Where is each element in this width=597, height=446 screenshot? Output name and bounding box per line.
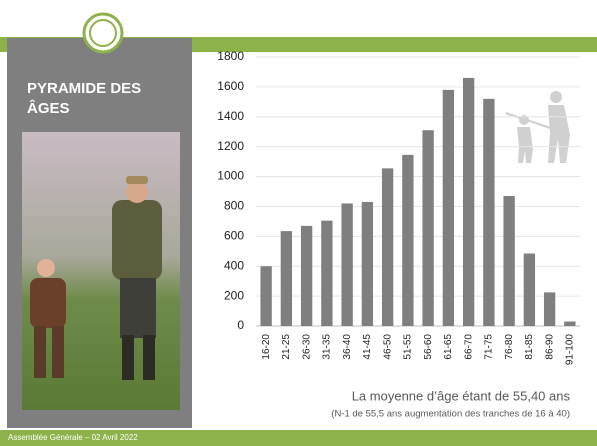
x-tick-label: 71-75 <box>484 334 495 360</box>
footer: Assemblée Générale – 02 Avril 2022 <box>8 433 138 442</box>
x-tick-label: 31-35 <box>322 334 333 360</box>
y-tick-label: 1000 <box>217 169 244 183</box>
bar <box>564 321 576 326</box>
bar <box>503 195 515 326</box>
y-tick-label: 1600 <box>217 79 244 93</box>
x-tick-label: 66-70 <box>463 334 474 360</box>
x-tick-label: 91-100 <box>565 334 576 366</box>
y-tick-label: 600 <box>224 229 244 243</box>
y-tick-label: 1400 <box>217 109 244 123</box>
bar <box>361 201 374 326</box>
bar <box>442 89 455 326</box>
bar <box>260 266 272 326</box>
x-tick-label: 21-25 <box>281 334 292 360</box>
x-tick-label: 46-50 <box>382 334 393 360</box>
bar <box>462 77 475 326</box>
x-tick-label: 51-55 <box>403 334 414 360</box>
y-tick-label: 200 <box>224 288 244 302</box>
annotation: La moyenne d’âge étant de 55,40 ans <box>352 388 571 403</box>
x-tick-label: 86-90 <box>544 334 555 360</box>
bar <box>381 168 394 326</box>
bar <box>280 231 293 326</box>
y-tick-label: 400 <box>224 258 244 272</box>
y-tick-label: 1800 <box>217 49 244 63</box>
bar <box>341 203 353 326</box>
hunter-silhouette <box>505 91 570 163</box>
x-tick-label: 16-20 <box>261 334 272 360</box>
slide-title: PYRAMIDE DES ÂGES <box>27 80 142 117</box>
annotation: (N-1 de 55,5 ans augmentation des tranch… <box>331 409 570 420</box>
x-tick-label: 61-65 <box>443 334 454 360</box>
bottom-band <box>0 430 597 446</box>
y-tick-label: 0 <box>237 318 244 332</box>
x-tick-label: 41-45 <box>362 334 373 360</box>
y-tick-label: 1200 <box>217 139 244 153</box>
y-tick-label: 800 <box>224 199 244 213</box>
x-tick-label: 36-40 <box>342 334 353 360</box>
bar <box>422 130 434 326</box>
x-tick-label: 76-80 <box>504 334 515 360</box>
x-tick-label: 81-85 <box>524 334 535 360</box>
bar <box>483 98 495 326</box>
bar <box>543 292 556 326</box>
bar <box>321 220 333 326</box>
x-tick-label: 26-30 <box>301 334 312 360</box>
bar <box>300 225 313 326</box>
circle-inner <box>89 19 117 47</box>
bar <box>402 154 414 326</box>
bar <box>523 253 536 326</box>
photo <box>22 132 180 410</box>
x-tick-label: 56-60 <box>423 334 434 360</box>
